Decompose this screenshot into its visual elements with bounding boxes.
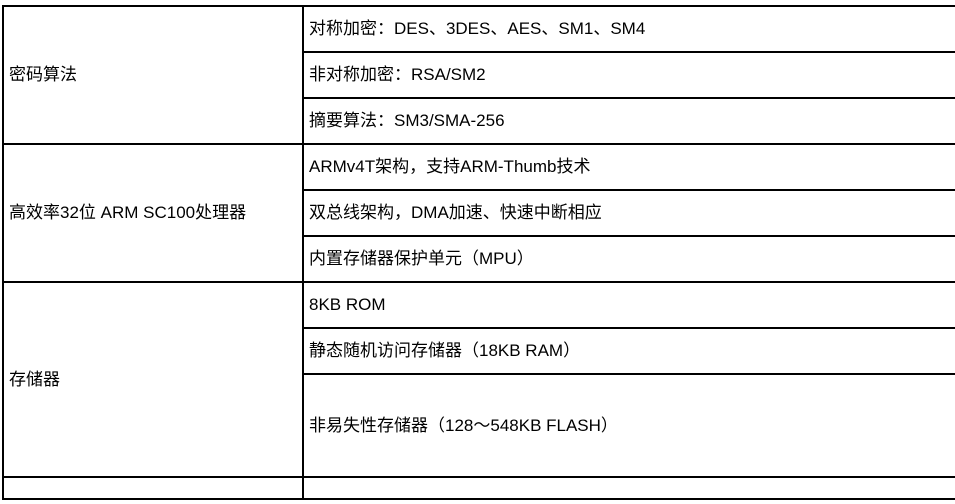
spec-cell-armv4t-architecture: ARMv4T架构，支持ARM-Thumb技术 bbox=[302, 143, 955, 191]
table-row: 密码算法 对称加密：DES、3DES、AES、SM1、SM4 bbox=[2, 5, 955, 145]
spec-cell-dual-bus-dma: 双总线架构，DMA加速、快速中断相应 bbox=[302, 189, 955, 237]
table-row: 内置存储器保护单元（MPU） bbox=[3, 235, 955, 283]
spec-cell-flash: 非易失性存储器（128～548KB FLASH） bbox=[302, 373, 955, 478]
spec-cell-mpu: 内置存储器保护单元（MPU） bbox=[302, 235, 955, 283]
table-row: 静态随机访问存储器（18KB RAM） bbox=[3, 327, 955, 375]
spec-cell-rom: 8KB ROM bbox=[302, 281, 955, 329]
spec-cell-asymmetric-encryption: 非对称加密：RSA/SM2 bbox=[302, 51, 955, 99]
group-label-memory: 存储器 bbox=[2, 281, 304, 478]
table-row: 高效率32位 ARM SC100处理器 ARMv4T架构，支持ARM-Thumb… bbox=[2, 143, 955, 283]
table-row: 双总线架构，DMA加速、快速中断相应 bbox=[3, 189, 955, 237]
clipped-label-cell bbox=[2, 476, 304, 500]
spec-table: 密码算法 对称加密：DES、3DES、AES、SM1、SM4 非对称加密：RSA… bbox=[2, 5, 955, 500]
table-row: 非易失性存储器（128～548KB FLASH） bbox=[3, 373, 955, 478]
spec-cell-symmetric-encryption: 对称加密：DES、3DES、AES、SM1、SM4 bbox=[302, 5, 955, 53]
clipped-value-cell bbox=[302, 476, 955, 500]
spec-cell-ram: 静态随机访问存储器（18KB RAM） bbox=[302, 327, 955, 375]
group-label-crypto-algorithms: 密码算法 bbox=[2, 5, 304, 145]
group-label-arm-processor: 高效率32位 ARM SC100处理器 bbox=[2, 143, 304, 283]
table-row: 非对称加密：RSA/SM2 bbox=[3, 51, 955, 99]
spec-cell-digest-algorithm: 摘要算法：SM3/SMA-256 bbox=[302, 97, 955, 145]
table-row: 摘要算法：SM3/SMA-256 bbox=[3, 97, 955, 145]
table-row-clipped bbox=[2, 476, 955, 500]
table-row: 存储器 8KB ROM bbox=[2, 281, 955, 478]
